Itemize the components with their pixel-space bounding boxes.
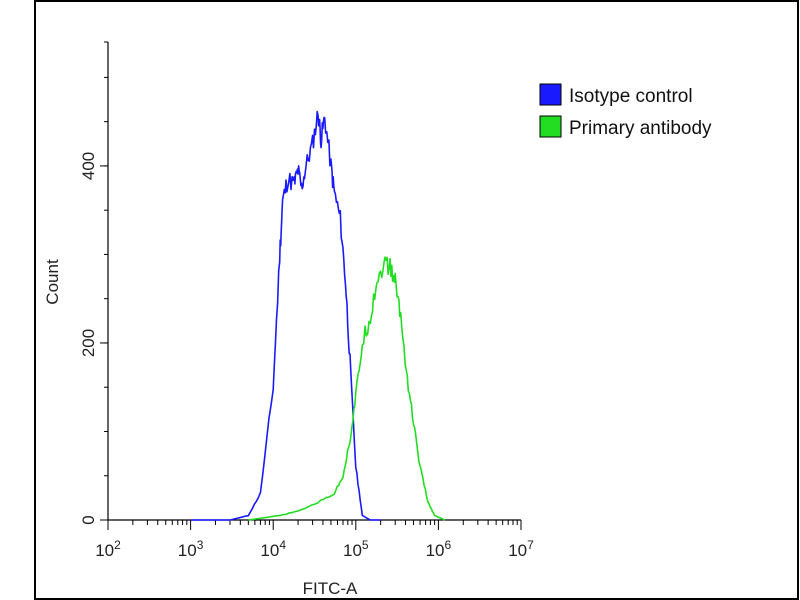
plot-area: 0 200 400 102 103 104 105 106 107 bbox=[79, 41, 534, 560]
figure-frame bbox=[34, 0, 799, 600]
legend-item-isotype-control: Isotype control bbox=[539, 83, 693, 107]
legend-item-primary-antibody: Primary antibody bbox=[539, 115, 712, 139]
x-tick-label: 107 bbox=[508, 538, 534, 560]
legend-swatch-isotype-control bbox=[539, 83, 562, 106]
legend-label-isotype-control: Isotype control bbox=[569, 86, 693, 107]
x-tick-label: 105 bbox=[343, 538, 369, 560]
legend-label-primary-antibody: Primary antibody bbox=[569, 118, 712, 139]
x-ticks: 102 103 104 105 106 107 bbox=[95, 520, 534, 560]
y-tick-label: 400 bbox=[79, 152, 98, 180]
y-tick-label: 0 bbox=[79, 515, 98, 524]
x-tick-label: 104 bbox=[260, 538, 286, 560]
y-axis-title: Count bbox=[43, 259, 62, 305]
x-tick-label: 106 bbox=[426, 538, 452, 560]
y-tick-label: 200 bbox=[79, 329, 98, 357]
legend-swatch-primary-antibody bbox=[539, 115, 562, 138]
x-tick-label: 102 bbox=[95, 538, 121, 560]
series-line-isotype-control bbox=[190, 110, 381, 521]
x-tick-label: 103 bbox=[178, 538, 204, 560]
series-line-primary-antibody bbox=[248, 256, 446, 521]
series-layer bbox=[190, 110, 446, 521]
legend: Isotype control Primary antibody bbox=[539, 83, 712, 139]
x-axis-title: FITC-A bbox=[303, 579, 358, 598]
y-ticks: 0 200 400 bbox=[79, 41, 108, 525]
